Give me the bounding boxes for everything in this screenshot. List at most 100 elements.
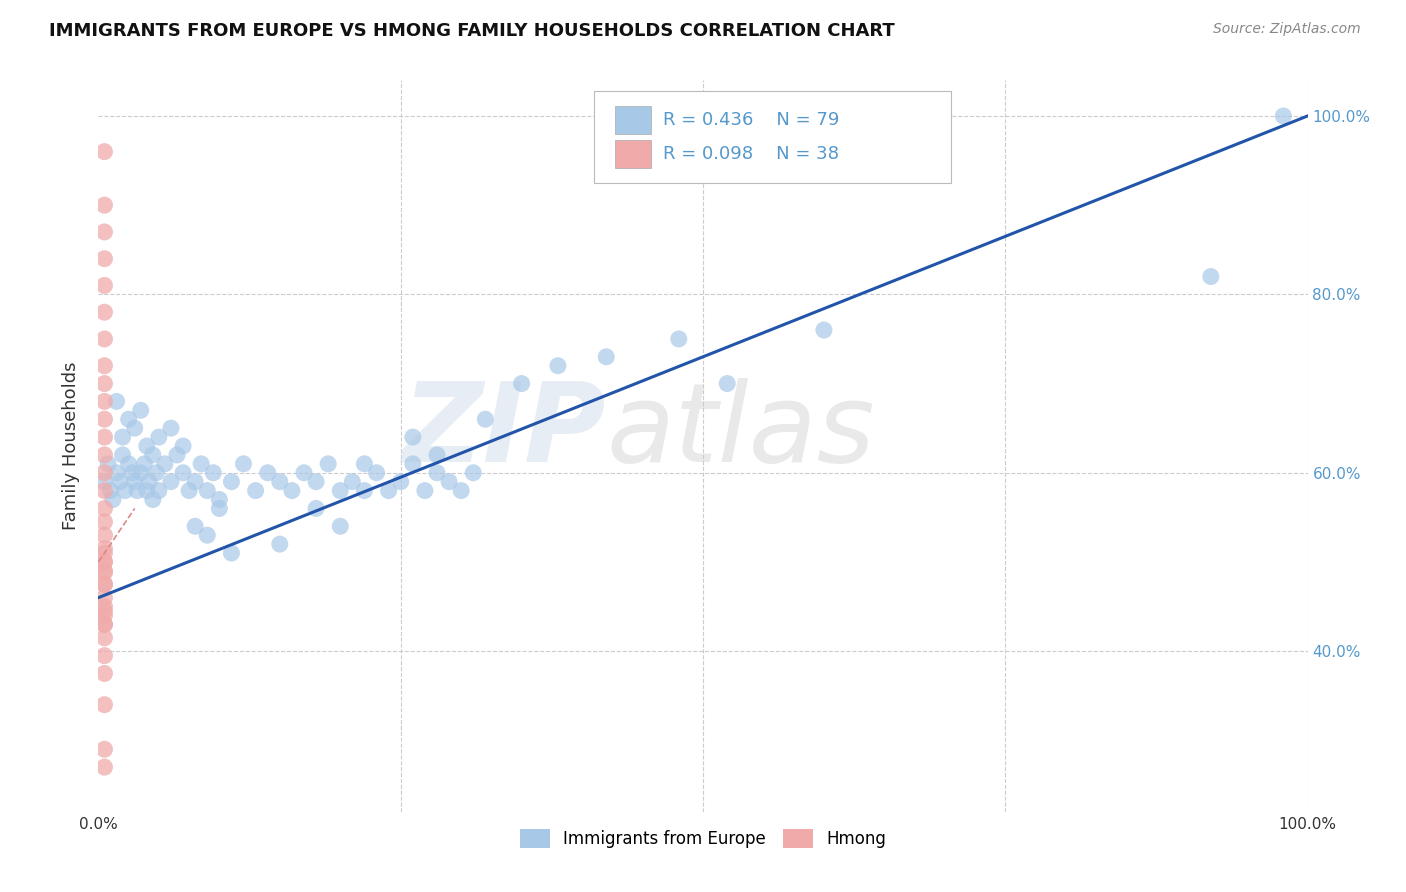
Point: [93, 332, 115, 346]
Point: [269, 475, 291, 489]
Point: [353, 483, 375, 498]
Point: [93, 631, 115, 645]
Point: [221, 475, 243, 489]
Point: [195, 483, 218, 498]
Point: [142, 448, 165, 462]
Point: [437, 475, 460, 489]
Point: [145, 466, 167, 480]
Point: [93, 483, 115, 498]
Point: [93, 608, 115, 623]
Point: [121, 466, 143, 480]
Point: [153, 457, 176, 471]
Point: [93, 394, 115, 409]
Point: [93, 666, 115, 681]
Point: [595, 350, 617, 364]
Point: [93, 591, 115, 605]
Point: [474, 412, 496, 426]
Point: [292, 466, 315, 480]
Point: [118, 412, 141, 426]
Point: [402, 457, 425, 471]
Point: [105, 394, 128, 409]
Point: [93, 305, 115, 319]
Point: [160, 421, 183, 435]
Point: [172, 439, 194, 453]
Point: [93, 448, 115, 462]
Point: [426, 466, 449, 480]
Point: [413, 483, 436, 498]
Point: [93, 617, 115, 632]
Text: IMMIGRANTS FROM EUROPE VS HMONG FAMILY HOUSEHOLDS CORRELATION CHART: IMMIGRANTS FROM EUROPE VS HMONG FAMILY H…: [49, 22, 896, 40]
Point: [93, 515, 115, 529]
Bar: [614, 140, 651, 168]
Point: [166, 448, 188, 462]
Point: [281, 483, 304, 498]
Point: [108, 475, 131, 489]
Point: [93, 599, 115, 614]
Point: [93, 376, 115, 391]
Point: [135, 439, 157, 453]
Point: [202, 466, 225, 480]
Text: atlas: atlas: [606, 378, 875, 485]
Point: [342, 475, 364, 489]
Point: [184, 519, 207, 533]
Point: [134, 457, 156, 471]
FancyBboxPatch shape: [595, 91, 950, 183]
Point: [93, 566, 115, 580]
Point: [93, 466, 115, 480]
Point: [93, 742, 115, 756]
Point: [138, 475, 160, 489]
Point: [93, 617, 115, 632]
Point: [93, 555, 115, 569]
Point: [93, 564, 115, 578]
Point: [93, 252, 115, 266]
Point: [232, 457, 254, 471]
Point: [93, 225, 115, 239]
Point: [93, 577, 115, 591]
Point: [668, 332, 690, 346]
Point: [129, 466, 152, 480]
Point: [93, 359, 115, 373]
Point: [111, 430, 134, 444]
Point: [118, 457, 141, 471]
Point: [353, 457, 375, 471]
Point: [93, 648, 115, 663]
Point: [101, 492, 124, 507]
Point: [269, 537, 291, 551]
Point: [184, 475, 207, 489]
Point: [93, 412, 115, 426]
Point: [316, 457, 339, 471]
Point: [305, 475, 328, 489]
Point: [1272, 109, 1295, 123]
Point: [100, 483, 122, 498]
Text: R = 0.098    N = 38: R = 0.098 N = 38: [664, 145, 839, 163]
Legend: Immigrants from Europe, Hmong: Immigrants from Europe, Hmong: [513, 822, 893, 855]
Point: [114, 483, 136, 498]
Point: [129, 403, 152, 417]
Point: [93, 475, 115, 489]
Point: [93, 145, 115, 159]
Point: [124, 421, 146, 435]
Point: [377, 483, 399, 498]
Point: [93, 198, 115, 212]
Point: [93, 604, 115, 618]
Point: [142, 492, 165, 507]
Point: [329, 483, 352, 498]
Point: [463, 466, 485, 480]
Point: [93, 555, 115, 569]
Point: [93, 760, 115, 774]
Text: R = 0.436    N = 79: R = 0.436 N = 79: [664, 111, 839, 128]
Point: [208, 492, 231, 507]
Point: [93, 541, 115, 556]
Point: [93, 577, 115, 591]
Point: [148, 483, 170, 498]
Point: [195, 528, 218, 542]
Point: [93, 501, 115, 516]
Point: [402, 430, 425, 444]
Point: [245, 483, 267, 498]
Point: [111, 448, 134, 462]
Point: [329, 519, 352, 533]
Point: [160, 475, 183, 489]
Point: [135, 483, 157, 498]
Bar: [614, 106, 651, 134]
Point: [450, 483, 472, 498]
